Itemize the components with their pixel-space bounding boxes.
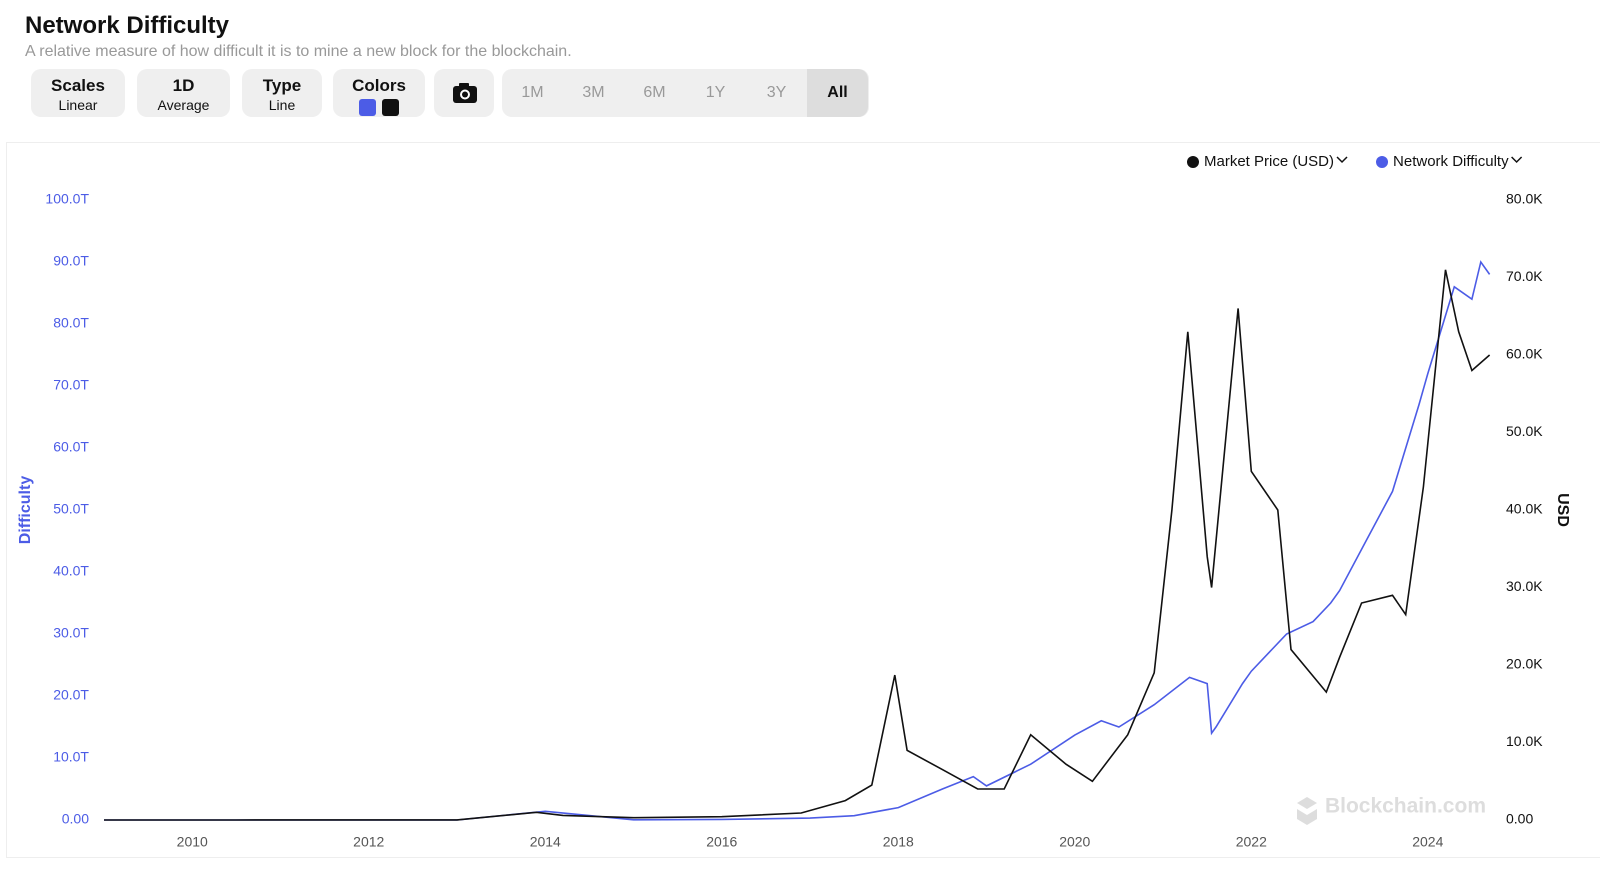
y2-tick-label: 0.00 xyxy=(1506,811,1533,827)
y-tick-label: 50.0T xyxy=(53,501,89,517)
button-value: Linear xyxy=(58,97,98,113)
y2-tick-label: 20.0K xyxy=(1506,656,1543,672)
y-tick-label: 0.00 xyxy=(62,811,89,827)
y-tick-label: 40.0T xyxy=(53,563,89,579)
range-button[interactable]: 3Y xyxy=(766,84,787,101)
scales-button[interactable]: Scales Linear xyxy=(31,69,125,117)
button-value: Average xyxy=(157,97,210,113)
y2-tick-label: 50.0K xyxy=(1506,423,1543,439)
legend-label: Market Price (USD) xyxy=(1204,153,1334,170)
type-button[interactable]: Type Line xyxy=(242,69,322,117)
y2-tick-label: 60.0K xyxy=(1506,346,1543,362)
y-tick-label: 30.0T xyxy=(53,625,89,641)
legend-dropdown xyxy=(1336,156,1348,164)
y-tick-label: 70.0T xyxy=(53,377,89,393)
y2-tick-label: 10.0K xyxy=(1506,733,1543,749)
average-button[interactable]: 1D Average xyxy=(137,69,230,117)
y-tick-label: 80.0T xyxy=(53,315,89,331)
y-tick-label: 10.0T xyxy=(53,749,89,765)
camera-icon xyxy=(453,83,477,103)
y2-tick-label: 80.0K xyxy=(1506,191,1543,207)
page-subtitle: A relative measure of how difficult it i… xyxy=(25,43,572,60)
y-tick-label: 20.0T xyxy=(53,687,89,703)
watermark: Blockchain.com xyxy=(1325,795,1486,818)
x-tick-label: 2010 xyxy=(177,834,208,850)
colors-button[interactable]: Colors xyxy=(333,69,425,117)
range-selector: 1M 3M 6M 1Y 3Y All xyxy=(502,69,869,117)
snapshot-button[interactable] xyxy=(434,69,494,117)
button-label: Type xyxy=(262,76,302,95)
range-button[interactable]: All xyxy=(807,69,868,117)
button-label: Colors xyxy=(352,76,406,95)
series-line xyxy=(104,269,1491,821)
y2-tick-label: 40.0K xyxy=(1506,501,1543,517)
y-tick-label: 100.0T xyxy=(45,191,89,207)
button-label: 1D xyxy=(172,76,195,95)
x-tick-label: 2016 xyxy=(706,834,737,850)
legend-label: Network Difficulty xyxy=(1393,153,1509,170)
range-button[interactable]: 1M xyxy=(521,84,544,101)
chart-panel xyxy=(6,142,1600,858)
y-tick-label: 90.0T xyxy=(53,253,89,269)
y-axis-label: Difficulty xyxy=(17,476,34,545)
legend-marker xyxy=(1376,156,1389,168)
x-tick-label: 2014 xyxy=(530,834,561,850)
x-tick-label: 2022 xyxy=(1236,834,1267,850)
legend-dropdown xyxy=(1511,156,1523,164)
range-button[interactable]: 6M xyxy=(643,84,666,101)
y2-tick-label: 30.0K xyxy=(1506,578,1543,594)
x-tick-label: 2018 xyxy=(883,834,914,850)
y-tick-label: 60.0T xyxy=(53,439,89,455)
legend-marker xyxy=(1187,156,1199,168)
page-title: Network Difficulty xyxy=(25,12,230,39)
x-tick-label: 2024 xyxy=(1412,834,1443,850)
button-value: Line xyxy=(268,97,296,113)
watermark-logo xyxy=(1297,797,1317,825)
series-line xyxy=(104,260,1491,821)
range-button[interactable]: 3M xyxy=(582,84,605,101)
swatches xyxy=(333,99,425,119)
range-button[interactable]: 1Y xyxy=(705,84,726,101)
y2-axis-label: USD xyxy=(1554,493,1571,527)
x-tick-label: 2020 xyxy=(1059,834,1090,850)
button-label: Scales xyxy=(51,76,105,95)
y2-tick-label: 70.0K xyxy=(1506,268,1543,284)
x-tick-label: 2012 xyxy=(353,834,384,850)
